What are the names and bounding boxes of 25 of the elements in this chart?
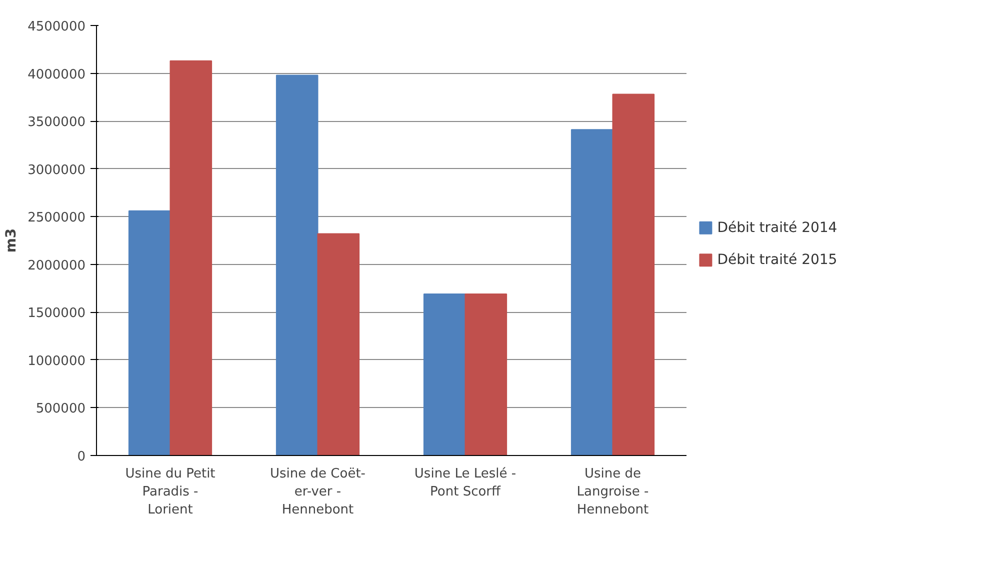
bar — [570, 129, 614, 456]
x-tick-label: Usine de Langroise - Hennebont — [576, 466, 650, 518]
bar — [423, 294, 466, 456]
bar — [128, 210, 171, 456]
bar — [276, 74, 318, 456]
x-tick-label: Usine du Petit Paradis - Lorient — [125, 466, 216, 518]
y-tick-label: 2000000 — [28, 258, 86, 274]
y-tick-label: 0 — [77, 450, 86, 464]
x-tick-label: Usine de Coët-er-ver - Hennebont — [270, 466, 366, 518]
y-tick-label: 4000000 — [28, 67, 86, 82]
bar — [612, 94, 655, 456]
bar — [464, 294, 508, 456]
y-tick-label: 1000000 — [28, 354, 86, 369]
y-tick-label: 3000000 — [28, 162, 86, 178]
y-tick-label: 4500000 — [28, 20, 86, 34]
legend-label: Débit traité 2015 — [717, 252, 838, 268]
bar — [170, 60, 212, 456]
y-tick-label: 2500000 — [28, 210, 86, 226]
y-tick-label: 1500000 — [28, 306, 86, 322]
x-tick-label: Usine Le Leslé - Pont Scorff — [414, 466, 516, 500]
y-tick-label: 3500000 — [28, 115, 86, 130]
y-axis-title: m3 — [4, 228, 20, 253]
y-tick-label: 500000 — [36, 402, 86, 417]
legend-label: Débit traité 2014 — [717, 220, 838, 236]
bar — [317, 233, 360, 456]
